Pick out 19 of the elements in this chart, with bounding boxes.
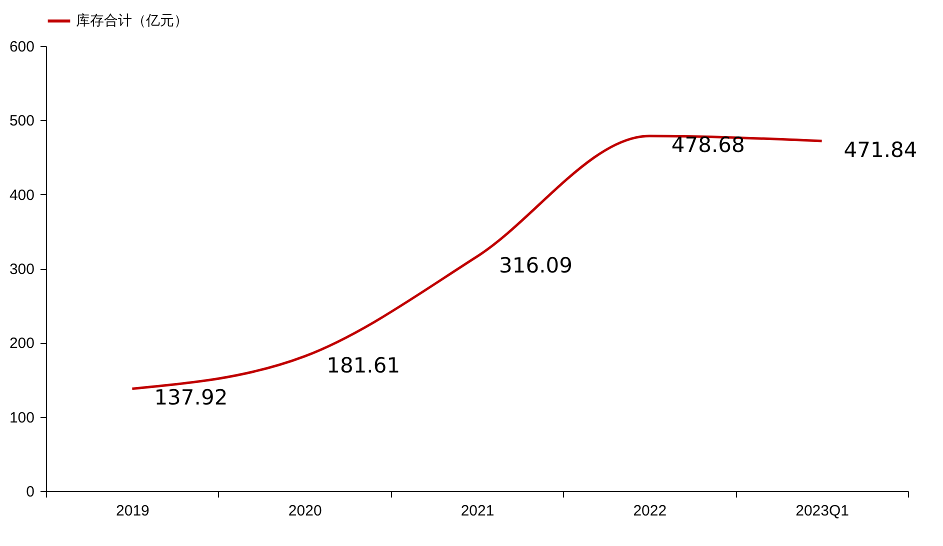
data-label: 478.68 [671, 132, 745, 157]
y-tick-label: 100 [9, 409, 34, 426]
data-label: 316.09 [499, 254, 572, 278]
y-tick-label: 600 [9, 38, 34, 56]
x-tick-label: 2022 [633, 502, 667, 520]
y-tick-label: 400 [9, 186, 34, 204]
legend-label: 库存合计（亿元） [76, 13, 188, 29]
y-tick-label: 0 [26, 484, 34, 500]
y-tick-label: 500 [9, 112, 34, 130]
y-tick-label: 300 [9, 261, 34, 278]
data-label: 137.92 [154, 386, 228, 410]
x-tick-label: 2023Q1 [796, 502, 849, 520]
x-tick-label: 2019 [116, 502, 150, 520]
data-label: 471.84 [844, 138, 918, 162]
x-tick-label: 2021 [460, 502, 494, 520]
line-series [130, 134, 824, 390]
data-label: 181.61 [326, 353, 400, 378]
x-tick-label: 2020 [288, 502, 322, 520]
y-tick-label: 200 [9, 335, 34, 352]
